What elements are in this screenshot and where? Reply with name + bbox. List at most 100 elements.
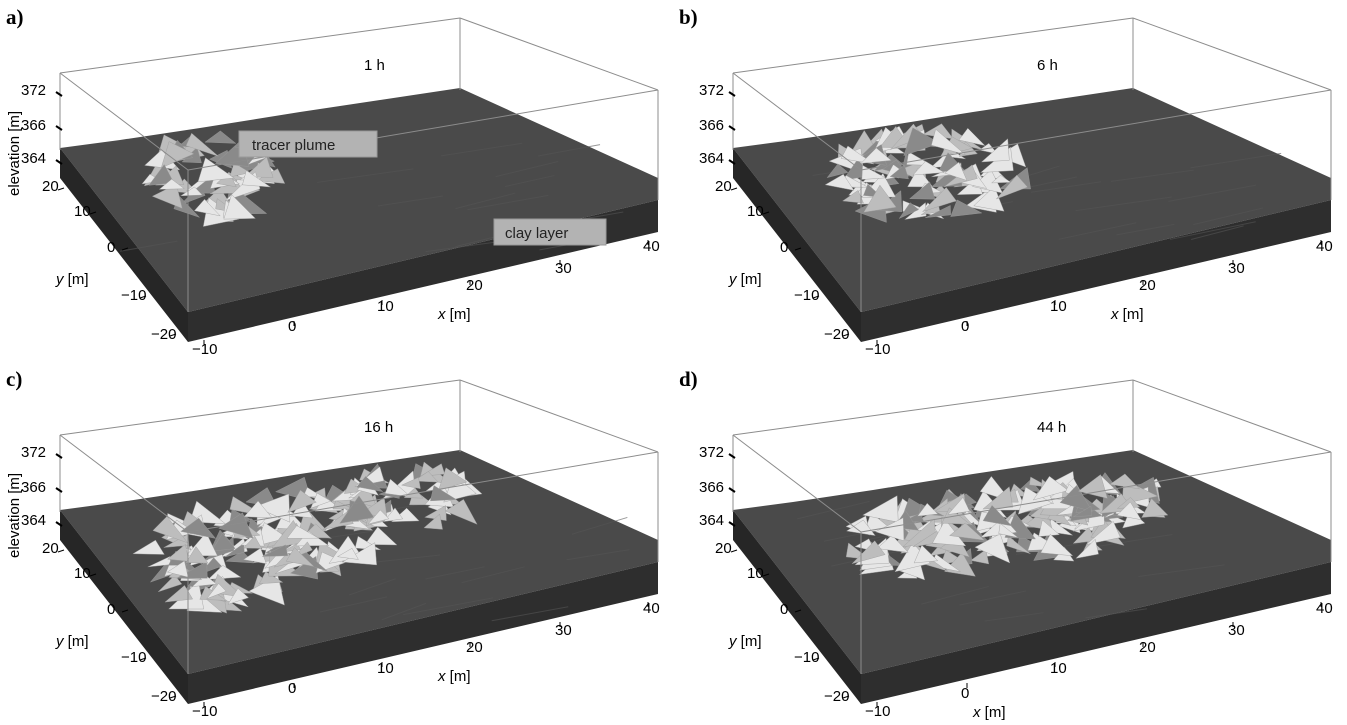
panel-label: b) <box>679 5 698 29</box>
plume-facet <box>227 587 249 605</box>
plume-facet <box>863 184 897 213</box>
plume-facet <box>413 471 439 483</box>
box-edge <box>59 17 461 74</box>
y-tick-0: 0 <box>780 601 788 618</box>
z-tick-mark <box>728 521 736 527</box>
plume-facet <box>973 186 1005 212</box>
clay-surface-streak <box>1116 223 1175 236</box>
panel-b-plot: b) 6 h 372 366 364 20 10 0 −10 −20 y [m]… <box>679 5 1333 358</box>
clay-surface-streak <box>381 602 427 621</box>
clay-layer-front-face <box>861 562 1331 704</box>
y-tick-20: 20 <box>42 540 59 557</box>
y-tick-minus10: −10 <box>794 649 819 666</box>
y-tick-minus10: −10 <box>121 287 146 304</box>
clay-surface-streak <box>467 194 549 211</box>
clay-surface-streak <box>317 168 414 183</box>
clay-layer-side-face <box>733 510 861 704</box>
box-edge <box>459 379 659 453</box>
plume-facet <box>1032 476 1069 501</box>
time-label: 16 h <box>364 419 393 436</box>
plume-facet <box>160 141 195 169</box>
plume-facet <box>207 565 242 580</box>
z-tick-mark <box>728 159 736 165</box>
z-tick-mark <box>728 487 736 493</box>
plume-facet <box>889 164 909 180</box>
x-tick-20: 20 <box>466 277 483 294</box>
plume-facet <box>164 585 193 603</box>
plume-facet <box>204 130 237 144</box>
y-tick-minus20: −20 <box>824 326 849 343</box>
plume-facet <box>147 556 171 568</box>
plume-facet <box>286 525 320 539</box>
x-tick-10: 10 <box>1050 298 1067 315</box>
y-tick-mark <box>730 187 738 191</box>
clay-layer-side-face <box>60 510 188 704</box>
plume-facet <box>1116 501 1142 520</box>
plume-facet <box>384 478 412 498</box>
panel-a: a) 1 h 372 366 364 elevation [m] 20 10 0… <box>0 0 673 362</box>
time-label: 6 h <box>1037 57 1058 74</box>
x-tick-0: 0 <box>288 318 296 335</box>
clay-layer-callout: clay layer <box>493 218 607 246</box>
plume-facet <box>218 512 254 539</box>
z-tick-mark <box>55 521 63 527</box>
time-label: 1 h <box>364 57 385 74</box>
clay-layer-front-face <box>861 200 1331 342</box>
x-tick-10: 10 <box>377 298 394 315</box>
x-tick-30: 30 <box>555 260 572 277</box>
panel-label: d) <box>679 367 698 391</box>
y-tick-mark <box>762 573 770 577</box>
y-tick-minus20: −20 <box>824 688 849 705</box>
x-tick-minus10: −10 <box>865 703 890 720</box>
box-edge <box>59 434 189 533</box>
x-tick-20: 20 <box>1139 277 1156 294</box>
clay-surface-streak <box>1097 533 1173 547</box>
x-tick-20: 20 <box>1139 639 1156 656</box>
plume-facet <box>197 157 235 183</box>
y-tick-mark <box>842 695 850 699</box>
clay-surface-streak <box>1110 169 1194 182</box>
clay-surface-streak <box>959 590 1027 606</box>
y-axis-label: y [m] <box>728 633 762 650</box>
plume-facet <box>223 194 256 220</box>
plume-facet <box>1040 533 1074 557</box>
box-edge <box>59 72 189 171</box>
plume-facet <box>193 198 221 217</box>
clay-surface-streak <box>425 566 485 580</box>
y-tick-20: 20 <box>715 178 732 195</box>
plume-facet <box>876 534 909 553</box>
plume-facet <box>167 543 189 562</box>
clay-surface-streak <box>441 142 523 157</box>
y-tick-0: 0 <box>780 239 788 256</box>
z-tick-364: 364 <box>21 150 46 167</box>
z-tick-mark <box>55 91 63 97</box>
plume-facet <box>339 495 375 524</box>
panel-d: d) 44 h 372 366 364 20 10 0 −10 −20 y [m… <box>673 362 1346 724</box>
clay-layer-side-face <box>733 148 861 342</box>
x-tick-40: 40 <box>643 238 660 255</box>
box-edge <box>59 379 461 436</box>
plume-facet <box>1141 498 1169 518</box>
x-tick-minus10: −10 <box>192 703 217 720</box>
x-tick-30: 30 <box>1228 622 1245 639</box>
z-tick-mark <box>728 453 736 459</box>
clay-surface-streak <box>349 578 396 596</box>
elevation-axis-label: elevation [m] <box>6 111 23 196</box>
clay-surface-streak <box>455 235 500 248</box>
plume-facet <box>151 183 183 209</box>
x-tick-40: 40 <box>1316 600 1333 617</box>
y-tick-mark <box>169 333 177 337</box>
clay-surface-streak <box>566 549 630 561</box>
plume-facet <box>903 127 941 157</box>
plume-facet <box>287 489 317 513</box>
z-tick-372: 372 <box>21 82 46 99</box>
z-tick-364: 364 <box>21 512 46 529</box>
clay-surface-streak <box>1031 181 1102 193</box>
clay-surface-streak <box>377 195 444 207</box>
y-tick-mark <box>842 333 850 337</box>
plume-facet <box>444 499 478 525</box>
plume-facet <box>898 202 920 219</box>
clay-surface-streak <box>1058 222 1137 240</box>
plume-facet <box>1073 505 1092 518</box>
y-tick-mark <box>89 211 97 215</box>
